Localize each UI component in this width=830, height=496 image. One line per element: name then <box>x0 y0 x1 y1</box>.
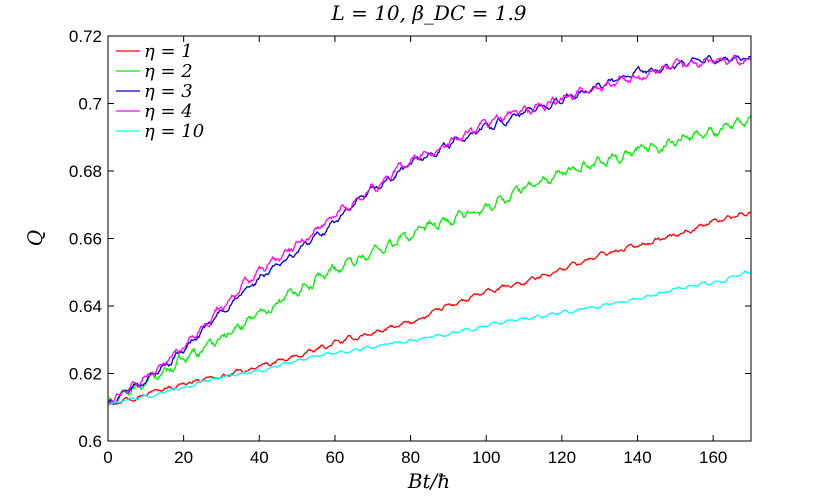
legend-label: η = 2 <box>144 61 193 82</box>
y-tick-label: 0.62 <box>69 365 102 384</box>
legend-label: η = 10 <box>144 121 204 142</box>
x-tick-label: 120 <box>548 448 576 467</box>
series-layer <box>107 54 752 406</box>
legend: η = 1η = 2η = 3η = 4η = 10 <box>116 41 204 142</box>
y-axis-label: Q <box>23 230 47 246</box>
legend-label: η = 4 <box>144 101 193 122</box>
y-tick-label: 0.6 <box>78 432 102 451</box>
x-tick-label: 100 <box>472 448 500 467</box>
series-line <box>107 270 752 406</box>
y-tick-label: 0.64 <box>69 297 102 316</box>
x-tick-label: 20 <box>174 448 193 467</box>
x-axis-label: Bt/ħ <box>407 469 450 493</box>
x-tick-label: 160 <box>699 448 727 467</box>
y-tick-label: 0.7 <box>78 95 102 114</box>
y-tick-label: 0.66 <box>69 230 102 249</box>
y-tick-label: 0.68 <box>69 162 102 181</box>
series-line <box>107 113 752 405</box>
legend-label: η = 1 <box>144 41 193 62</box>
plot-area <box>108 36 751 441</box>
x-tick-label: 140 <box>623 448 651 467</box>
series-line <box>107 54 752 405</box>
y-tick-label: 0.72 <box>69 27 102 46</box>
legend-label: η = 3 <box>144 81 193 102</box>
x-tick-label: 0 <box>103 448 112 467</box>
x-tick-label: 80 <box>401 448 420 467</box>
chart-title: L = 10, β_DC = 1.9 <box>330 1 526 25</box>
x-tick-label: 40 <box>250 448 269 467</box>
x-tick-label: 60 <box>325 448 344 467</box>
ticks-layer: 0 20 40 60 80 100 120 140 160 0.6 0.62 0.64 0.66 0.68… <box>69 27 751 467</box>
